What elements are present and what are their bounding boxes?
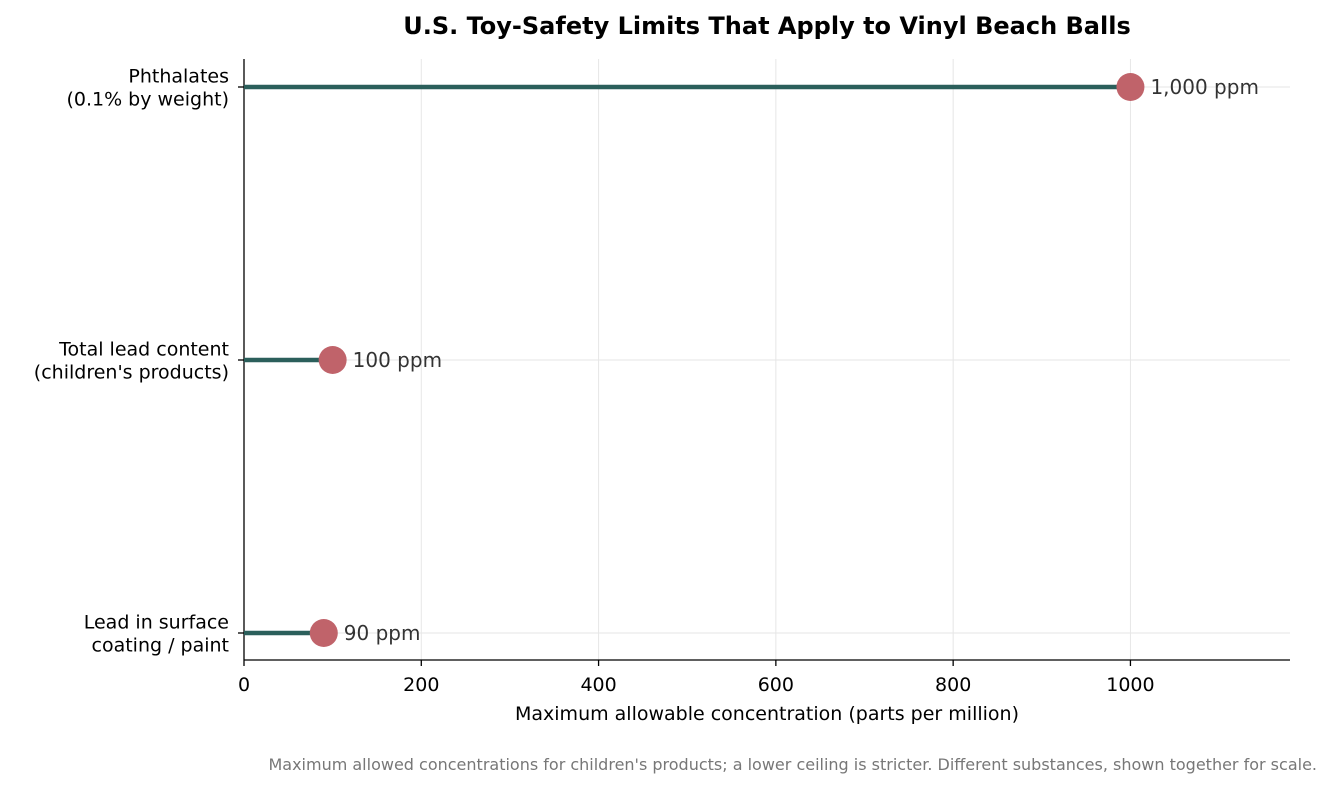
axes: 0 200 400 600 800 1000 Phthalates (0.1% by weig… [34, 59, 1290, 696]
y-category-label: Total lead content (children's products) [34, 339, 229, 384]
x-tick-label: 800 [935, 674, 971, 696]
lollipop-marker [1116, 73, 1145, 101]
footnote: Maximum allowed concentrations for child… [268, 755, 1317, 774]
lollipop-marker [309, 619, 338, 647]
x-tick-label: 400 [580, 674, 616, 696]
y-category-label: Lead in surface coating / paint [84, 612, 229, 657]
x-tick-label: 0 [238, 674, 250, 696]
plot-area: 1,000 ppm 100 ppm 90 ppm [244, 73, 1259, 647]
chart-title: U.S. Toy-Safety Limits That Apply to Vin… [403, 12, 1131, 40]
x-tick-label: 600 [758, 674, 794, 696]
x-tick-label: 200 [403, 674, 439, 696]
lollipop-marker [318, 346, 347, 374]
y-category-label: Phthalates (0.1% by weight) [66, 66, 229, 111]
value-label: 90 ppm [344, 621, 421, 645]
x-axis-label: Maximum allowable concentration (parts p… [515, 703, 1019, 725]
value-label: 1,000 ppm [1150, 75, 1259, 99]
value-label: 100 ppm [353, 348, 442, 372]
x-tick-label: 1000 [1106, 674, 1154, 696]
